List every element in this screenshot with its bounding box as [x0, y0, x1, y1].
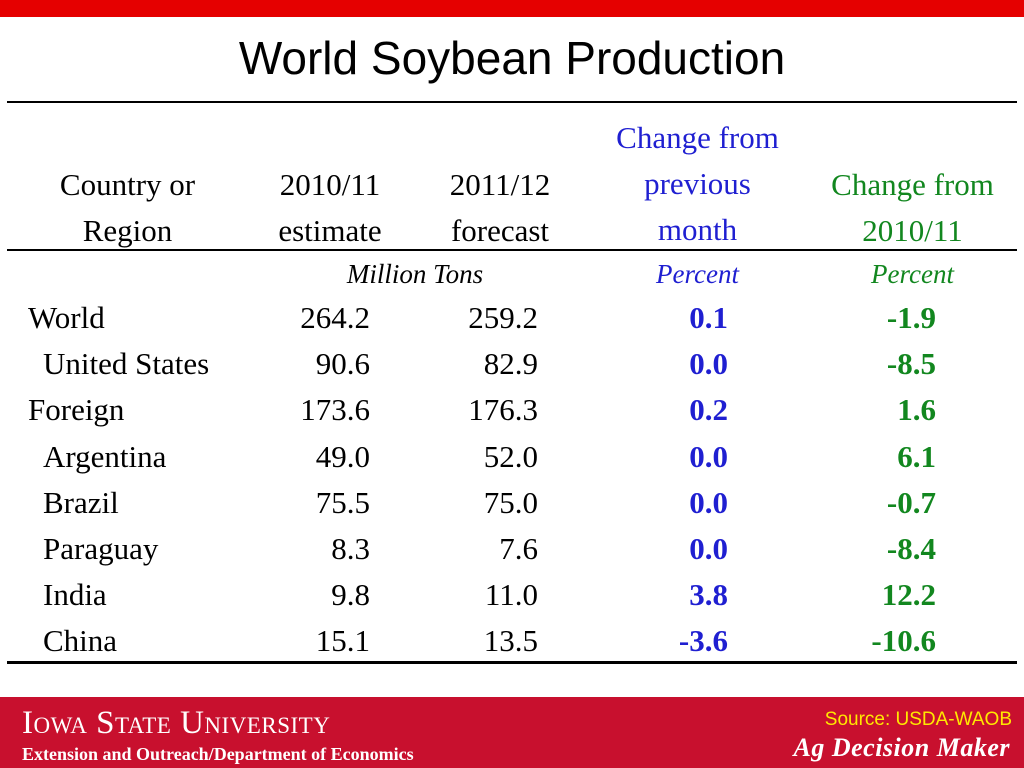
row-forecast: 75.0: [483, 485, 538, 520]
row-country: China: [43, 623, 118, 658]
row-change-year: 12.2: [881, 577, 936, 612]
row-change-month: 0.0: [689, 439, 728, 474]
row-change-month: 0.2: [689, 392, 728, 427]
row-estimate: 49.0: [315, 439, 370, 474]
header-2010-line1: 2010/11: [279, 167, 381, 202]
row-forecast: 13.5: [483, 623, 538, 658]
header-2011-line1: 2011/12: [449, 167, 551, 202]
header-change-2010-line1: Change from: [831, 167, 994, 202]
ag-decision-maker-logo: Ag Decision Maker: [793, 733, 1010, 762]
row-change-month: 0.0: [689, 531, 728, 566]
row-forecast: 82.9: [483, 346, 538, 381]
unit-percent-2010: Percent: [871, 259, 954, 289]
footer-bar: [0, 697, 1024, 768]
header-change-prev-line1: Change from: [616, 120, 779, 155]
row-change-year: 1.6: [897, 392, 936, 427]
row-forecast: 176.3: [468, 392, 538, 427]
header-country-line1: Country or: [59, 167, 196, 202]
row-forecast: 259.2: [468, 300, 538, 335]
row-change-month: 0.1: [689, 300, 728, 335]
header-rule: [7, 249, 1017, 251]
header-change-prev-month: Change from previous month: [590, 115, 805, 253]
row-change-year: -0.7: [886, 485, 936, 520]
row-country: Paraguay: [43, 531, 159, 566]
header-2010-line2: estimate: [278, 213, 382, 248]
source-text: Source: USDA-WAOB: [824, 709, 1012, 730]
slide-title: World Soybean Production: [238, 32, 786, 84]
header-change-prev-line3: month: [657, 212, 738, 247]
header-2011-12: 2011/12 forecast: [420, 162, 580, 254]
row-change-month: 0.0: [689, 485, 728, 520]
row-country: Brazil: [43, 485, 119, 520]
header-2011-line2: forecast: [450, 213, 550, 248]
row-estimate: 9.8: [331, 577, 370, 612]
university-logo-text: Iowa State University: [22, 705, 331, 741]
table-top-rule: [7, 101, 1017, 103]
row-estimate: 90.6: [315, 346, 370, 381]
row-estimate: 15.1: [315, 623, 370, 658]
row-estimate: 8.3: [331, 531, 370, 566]
row-estimate: 264.2: [300, 300, 370, 335]
row-estimate: 75.5: [315, 485, 370, 520]
row-forecast: 7.6: [499, 531, 538, 566]
header-2010-11: 2010/11 estimate: [250, 162, 410, 254]
row-change-year: -8.4: [886, 531, 936, 566]
row-estimate: 173.6: [300, 392, 370, 427]
header-change-2010-line2: 2010/11: [862, 213, 963, 248]
row-forecast: 11.0: [484, 577, 538, 612]
row-change-year: -8.5: [886, 346, 936, 381]
header-country: Country or Region: [20, 162, 235, 254]
row-country: World: [28, 300, 105, 335]
unit-percent-prev: Percent: [656, 259, 739, 289]
row-change-year: -1.9: [886, 300, 936, 335]
table-bottom-rule: [7, 661, 1017, 664]
row-country: United States: [43, 346, 210, 381]
header-change-2010-11: Change from 2010/11: [805, 162, 1020, 254]
row-country: India: [43, 577, 107, 612]
row-change-year: 6.1: [897, 439, 936, 474]
unit-million-tons: Million Tons: [346, 259, 484, 289]
row-country: Foreign: [28, 392, 125, 427]
row-change-month: -3.6: [678, 623, 728, 658]
top-accent-bar: [0, 0, 1024, 17]
header-change-prev-line2: previous: [644, 166, 751, 201]
header-country-line2: Region: [82, 213, 173, 248]
row-change-month: 3.8: [689, 577, 728, 612]
row-change-month: 0.0: [689, 346, 728, 381]
row-change-year: -10.6: [871, 623, 936, 658]
row-country: Argentina: [43, 439, 167, 474]
row-forecast: 52.0: [483, 439, 538, 474]
department-text: Extension and Outreach/Department of Eco…: [22, 744, 414, 764]
